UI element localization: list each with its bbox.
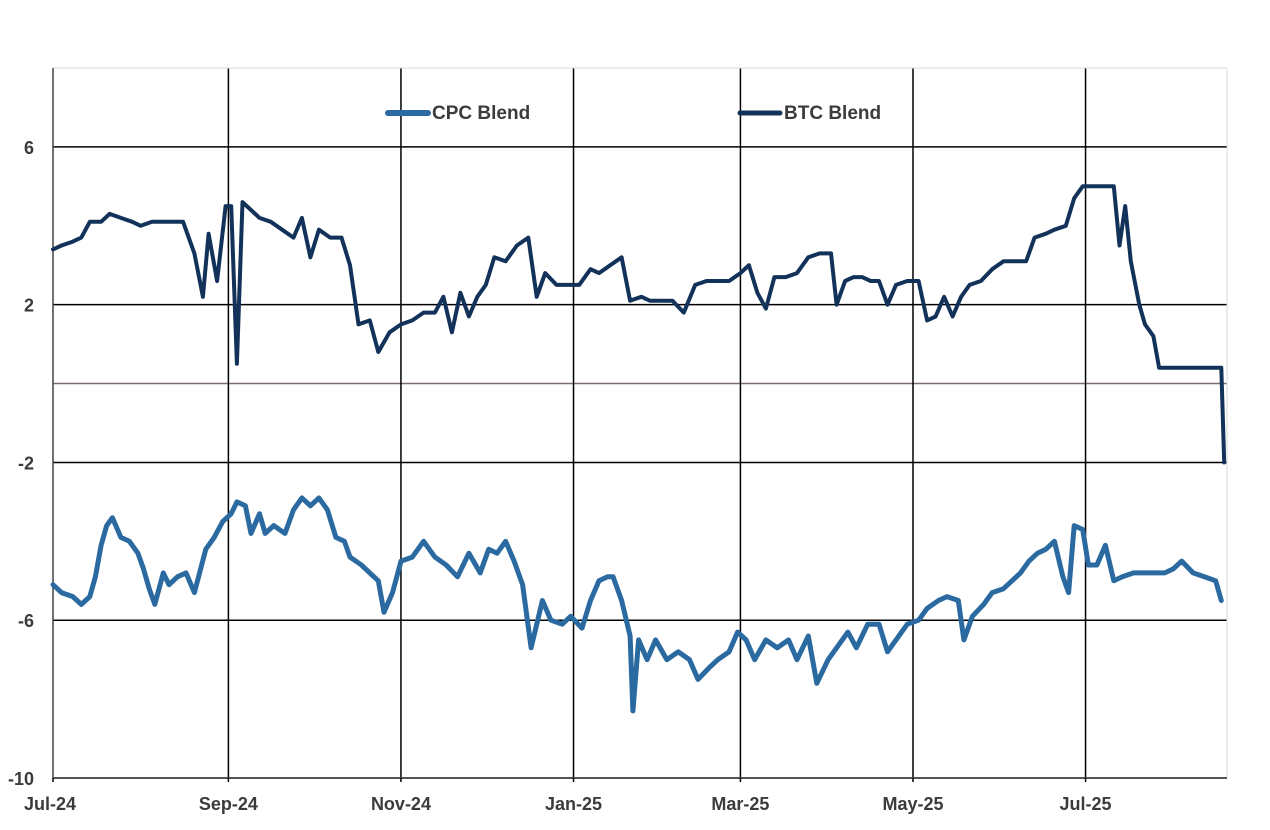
legend-label: BTC Blend (784, 103, 881, 124)
x-tick-label: May-25 (882, 794, 943, 814)
btc-blend-line (51, 184, 1227, 465)
x-tick-label: Jul-25 (1060, 794, 1112, 814)
cpc-blend-line (50, 495, 1224, 714)
plot-area (52, 67, 1228, 779)
y-tick-label: 6 (24, 138, 34, 158)
x-axis: Jul-24 Sep-24 Nov-24 Jan-25 Mar-25 May-25 Jul-… (24, 778, 1112, 814)
y-axis: 6 2 -2 -6 -10 (8, 138, 34, 789)
y-tick-label: -10 (8, 769, 34, 789)
x-tick-label: Jul-24 (24, 794, 76, 814)
x-tick-label: Mar-25 (711, 794, 769, 814)
y-tick-label: -6 (18, 611, 34, 631)
legend: CPC Blend BTC Blend (385, 103, 881, 124)
y-tick-label: -2 (18, 453, 34, 473)
series-layer (50, 184, 1227, 714)
x-tick-label: Jan-25 (545, 794, 602, 814)
y-tick-label: 2 (24, 296, 34, 316)
grid (53, 68, 1227, 779)
legend-label: CPC Blend (432, 103, 530, 124)
x-tick-label: Nov-24 (371, 794, 431, 814)
x-tick-label: Sep-24 (199, 794, 258, 814)
